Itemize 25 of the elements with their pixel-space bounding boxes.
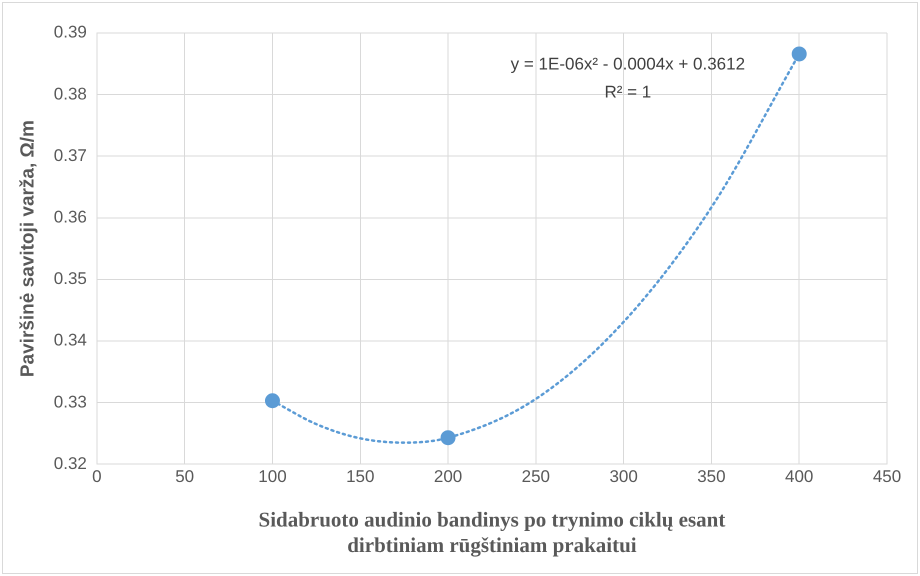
x-axis-title: Sidabruoto audinio bandinys po trynimo ciklų esant dirbtiniam rūgštiniam prakaitui: [258, 508, 726, 557]
y-tick-label: 0.34: [54, 330, 87, 350]
annotation: y = 1E-06x² - 0.0004x + 0.3612: [510, 54, 746, 74]
y-tick-label: 0.37: [54, 146, 87, 165]
point: [440, 430, 456, 446]
x-tick-label: 100: [258, 467, 287, 486]
y-tick-label: 0.35: [54, 269, 87, 288]
x-tick-label: 350: [697, 467, 726, 486]
y-tick-label: 0.38: [54, 84, 87, 104]
point: [264, 393, 280, 408]
y-tick-label: 0.36: [54, 207, 87, 226]
x-tick-label: 400: [785, 467, 814, 486]
x-tick-label: 300: [609, 467, 638, 486]
x-tick-label: 50: [175, 467, 194, 486]
point: [792, 46, 807, 62]
y-tick-label: 0.32: [54, 454, 87, 473]
y-tick-label: 0.33: [54, 392, 87, 412]
x-tick-label: 150: [346, 467, 374, 486]
x-tick-label: 250: [522, 467, 550, 486]
y-axis-title: Paviršinė savitoji varža, Ω/m: [18, 120, 39, 378]
annotation: R² = 1: [604, 82, 652, 102]
y-tick-label: 0.39: [54, 22, 87, 42]
x-tick-label: 200: [434, 467, 462, 486]
x-tick-label: 0: [92, 467, 102, 486]
x-tick-label: 450: [872, 467, 902, 486]
